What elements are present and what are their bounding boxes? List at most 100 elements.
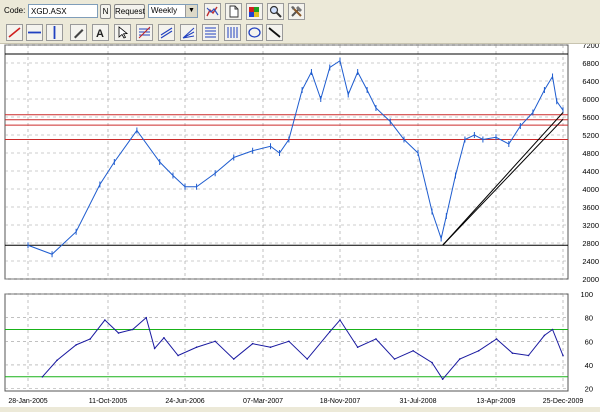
price-y-tick-label: 2000	[582, 275, 599, 284]
indicator-point	[356, 346, 359, 349]
indicator-y-tick-label: 100	[580, 290, 593, 299]
indicator-point	[41, 376, 44, 378]
request-button[interactable]: Request	[114, 4, 145, 19]
vertical-grid	[27, 45, 564, 391]
indicator-point	[177, 354, 179, 357]
x-tick-label: 18-Nov-2007	[320, 398, 361, 405]
color-palette-icon[interactable]	[246, 3, 263, 20]
price-y-tick-label: 4400	[582, 167, 599, 176]
indicator-point	[214, 340, 216, 343]
indicator-point	[562, 354, 564, 357]
indicator-point	[328, 331, 331, 333]
x-tick-label: 07-Mar-2007	[243, 398, 283, 405]
indicator-point	[431, 361, 433, 364]
indicator-point	[251, 342, 254, 345]
indicator-point	[131, 328, 134, 331]
cycle-lines-icon[interactable]	[224, 24, 241, 41]
indicator-point	[89, 338, 91, 340]
horizontal-line-icon[interactable]	[26, 24, 43, 41]
indicator-y-tick-label: 80	[585, 314, 593, 323]
price-panel	[4, 44, 569, 280]
chart-style-icon[interactable]	[204, 3, 221, 20]
period-select-value: Weekly	[151, 6, 178, 15]
x-tick-label: 24-Jun-2006	[165, 398, 204, 405]
indicator-line	[42, 316, 564, 381]
indicator-point	[269, 346, 272, 349]
price-y-tick-label: 2800	[582, 239, 599, 248]
indicator-point	[527, 354, 530, 357]
retracement-icon[interactable]	[202, 24, 219, 41]
channel-icon[interactable]	[158, 24, 175, 41]
indicator-point	[477, 349, 480, 352]
indicator-point	[195, 346, 198, 349]
chevron-down-icon: ▼	[185, 5, 197, 17]
trend-line	[442, 118, 564, 246]
zoom-icon[interactable]	[267, 3, 284, 20]
indicator-point	[232, 358, 235, 360]
x-tick-label: 28-Jan-2005	[8, 398, 47, 405]
drawing-toolbar: A	[0, 22, 600, 44]
indicator-point	[441, 378, 444, 380]
price-y-tick-label: 4000	[582, 185, 599, 194]
chart-canvas: 2000 2400 2800 3200 3600 4000 4400 4800 5200 5600…	[4, 41, 599, 405]
indicator-point	[75, 344, 77, 346]
indicator-point	[117, 332, 120, 334]
price-line	[27, 59, 564, 255]
price-y-tick-label: 6000	[582, 95, 599, 104]
tools-icon[interactable]	[288, 3, 305, 20]
ellipse-icon[interactable]	[246, 24, 263, 41]
fibonacci-icon[interactable]	[136, 24, 153, 41]
indicator-point	[145, 316, 147, 319]
indicator-point	[375, 338, 377, 340]
indicator-point	[458, 358, 461, 360]
price-y-tick-label: 4800	[582, 149, 599, 158]
chart-area: 2000 2400 2800 3200 3600 4000 4400 4800 5200 5600…	[0, 41, 600, 407]
svg-text:A: A	[96, 28, 104, 40]
period-select[interactable]: Weekly ▼	[148, 4, 198, 18]
price-y-tick-label: 3600	[582, 203, 599, 212]
price-y-tick-label: 6800	[582, 59, 599, 68]
x-tick-label: 11-Oct-2005	[89, 398, 127, 405]
indicator-point	[543, 334, 546, 337]
indicator-point	[495, 338, 498, 340]
indicator-point	[288, 340, 290, 343]
price-y-tick-label: 5600	[582, 113, 599, 122]
indicator-point	[393, 358, 396, 360]
red-line-icon[interactable]	[6, 24, 23, 41]
indicator-y-tick-label: 60	[585, 337, 593, 346]
indicator-point	[153, 347, 156, 350]
main-toolbar: Code: XGD.ASX N Request Weekly ▼	[0, 0, 600, 22]
pointer-icon[interactable]	[114, 24, 131, 41]
price-y-tick-label: 3200	[582, 221, 599, 230]
indicator-grid	[5, 293, 568, 389]
indicator-point	[339, 319, 341, 321]
x-tick-label: 25-Dec-2009	[543, 398, 584, 405]
indicator-point	[306, 358, 309, 360]
fan-icon[interactable]	[180, 24, 197, 41]
price-y-tick-label: 2400	[582, 257, 599, 266]
indicator-point	[163, 336, 165, 339]
code-label: Code:	[4, 6, 26, 15]
indicator-y-tick-label: 40	[585, 361, 593, 370]
x-tick-label: 31-Jul-2008	[400, 398, 437, 405]
price-y-tick-label: 5200	[582, 131, 599, 140]
indicator-point	[56, 359, 58, 362]
price-y-tick-label: 6400	[582, 77, 599, 86]
n-button[interactable]: N	[100, 4, 111, 19]
price-grid	[5, 44, 568, 280]
indicator-point	[104, 319, 106, 321]
price-y-tick-label: 7200	[582, 44, 599, 50]
new-page-icon[interactable]	[225, 3, 242, 20]
trend-line	[442, 112, 564, 246]
indicator-points	[41, 316, 564, 380]
indicator-y-tick-label: 20	[585, 385, 593, 394]
vertical-line-icon[interactable]	[46, 24, 63, 41]
trend-line-icon[interactable]	[266, 24, 283, 41]
pen-icon[interactable]	[70, 24, 87, 41]
code-input[interactable]: XGD.ASX	[28, 4, 98, 18]
text-icon[interactable]: A	[92, 24, 109, 41]
indicator-point	[412, 349, 414, 352]
x-tick-label: 13-Apr-2009	[477, 398, 516, 405]
indicator-point	[511, 352, 514, 354]
indicator-point	[551, 328, 554, 331]
